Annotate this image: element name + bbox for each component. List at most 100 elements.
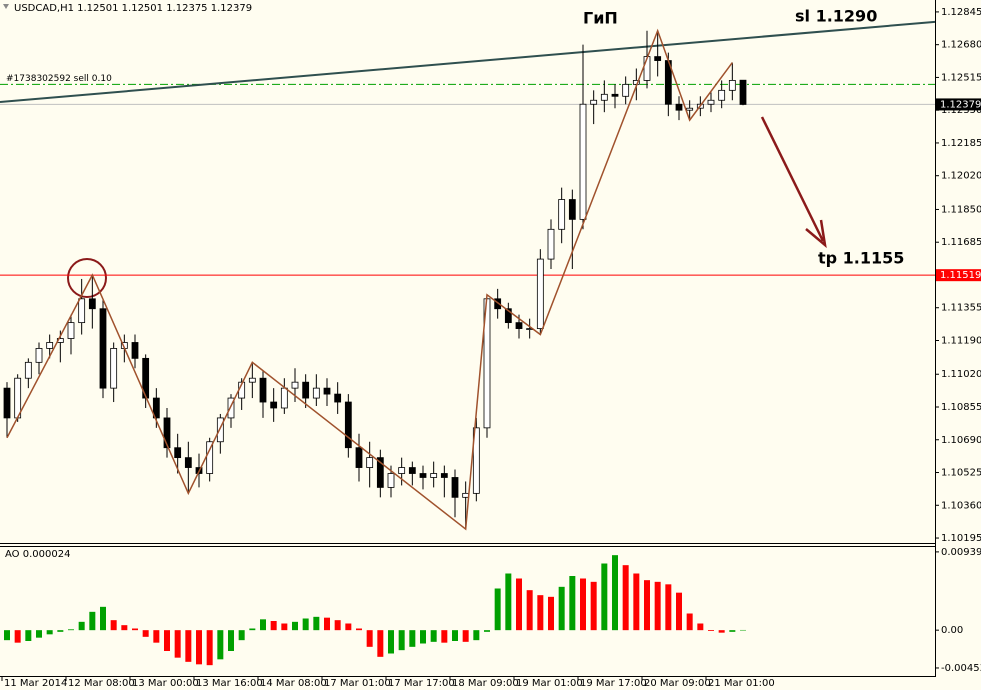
y-tick-label: 1.12680: [941, 40, 981, 51]
ao-bar: [398, 630, 405, 651]
ao-bar: [484, 630, 490, 632]
candle-body: [291, 381, 299, 389]
candle-body: [718, 89, 726, 101]
candle-body: [547, 228, 555, 260]
ao-bar: [46, 630, 53, 635]
ao-bar: [292, 621, 298, 631]
y-tick-label: 1.12515: [941, 72, 981, 83]
y-tick-label: 1.12020: [941, 171, 981, 182]
candle-body: [387, 473, 395, 488]
ao-bar: [654, 581, 661, 631]
candle-body: [462, 492, 470, 498]
candle-body: [3, 387, 11, 419]
candle-body: [600, 93, 608, 101]
ao-bar: [462, 630, 469, 642]
ao-bar: [206, 630, 213, 666]
x-tick-label: 13 Mar 00:00: [132, 678, 199, 689]
candle-body: [622, 83, 630, 97]
candle-body: [35, 348, 43, 363]
symbol-icon: [3, 4, 9, 9]
ao-bar: [153, 630, 160, 643]
x-tick-label: 11 Mar 2014: [4, 678, 67, 689]
candle-body: [259, 377, 267, 403]
candle-body: [398, 467, 406, 474]
ao-bar: [238, 630, 245, 641]
candle-body: [707, 99, 715, 105]
candle-body: [312, 387, 320, 399]
candle-body: [494, 298, 502, 310]
ao-bar: [25, 630, 32, 641]
x-tick-label: 12 Mar 08:00: [68, 678, 135, 689]
ao-bar: [68, 629, 74, 631]
ao-bar: [356, 628, 362, 631]
x-tick-label: 19 Mar 17:00: [580, 678, 647, 689]
ao-bar: [164, 630, 170, 651]
y-tick-label: 1.10855: [941, 402, 981, 413]
ao-bar: [270, 621, 277, 631]
ao-bar: [420, 630, 426, 644]
annotation: ГиП: [583, 9, 618, 28]
candle-body: [558, 199, 566, 230]
candle-body: [24, 361, 32, 379]
ao-bar: [174, 630, 181, 658]
ao-bar: [505, 573, 512, 631]
ao-bar: [548, 596, 554, 631]
x-tick-label: 18 Mar 09:00: [452, 678, 519, 689]
ao-bar: [537, 595, 544, 631]
ao-bar: [366, 630, 373, 647]
ao-bar: [110, 620, 117, 631]
candle-body: [323, 387, 331, 395]
ao-bar: [334, 620, 341, 631]
y-tick-label: 0.00: [941, 625, 963, 636]
y-tick-label: 1.11020: [941, 369, 981, 380]
candle-body: [152, 397, 160, 419]
candle-body: [419, 473, 427, 478]
candle-body: [472, 427, 480, 494]
price-label: 1.12379: [940, 99, 981, 110]
y-tick-label: -0.004536: [941, 663, 981, 674]
ao-bar: [686, 613, 693, 631]
candle-body: [536, 258, 544, 329]
candle-body: [451, 477, 459, 498]
ao-bar: [57, 630, 64, 632]
ao-bar: [676, 592, 682, 631]
ao-bar: [377, 630, 384, 657]
candle-body: [206, 441, 214, 474]
ao-bar: [516, 578, 522, 631]
ao-bar: [249, 628, 256, 631]
candle-body: [675, 103, 683, 111]
candle-body: [728, 80, 736, 91]
ao-bar: [473, 630, 480, 641]
candle-body: [366, 457, 374, 468]
ao-bar: [345, 623, 352, 631]
candle-body: [515, 322, 523, 329]
candle-body: [355, 447, 363, 468]
y-tick-label: 1.11685: [941, 237, 981, 248]
candle-body: [376, 457, 384, 488]
candle-body: [270, 401, 278, 409]
x-tick-label: 20 Mar 09:00: [644, 678, 711, 689]
candle-body: [184, 457, 192, 468]
ao-bar: [78, 621, 85, 631]
x-tick-label: 14 Mar 08:00: [260, 678, 327, 689]
ao-bar: [729, 630, 736, 632]
order-label: #1738302592 sell 0.10: [6, 74, 112, 84]
ao-bar: [580, 578, 586, 631]
ao-bar: [494, 588, 501, 631]
candle-body: [334, 393, 342, 403]
ao-bar: [601, 563, 608, 631]
ao-bar: [260, 619, 266, 631]
candle-body: [131, 342, 139, 359]
candle-body: [99, 308, 107, 389]
zigzag: [6, 28, 733, 531]
ao-bar: [388, 630, 394, 654]
ao-bar: [526, 590, 533, 631]
x-tick-label: 17 Mar 01:00: [324, 678, 391, 689]
candle-body: [430, 473, 438, 478]
candle-body: [440, 473, 448, 478]
ao-bar: [409, 630, 416, 647]
candle-body: [280, 387, 288, 409]
ao-bar: [89, 611, 96, 631]
